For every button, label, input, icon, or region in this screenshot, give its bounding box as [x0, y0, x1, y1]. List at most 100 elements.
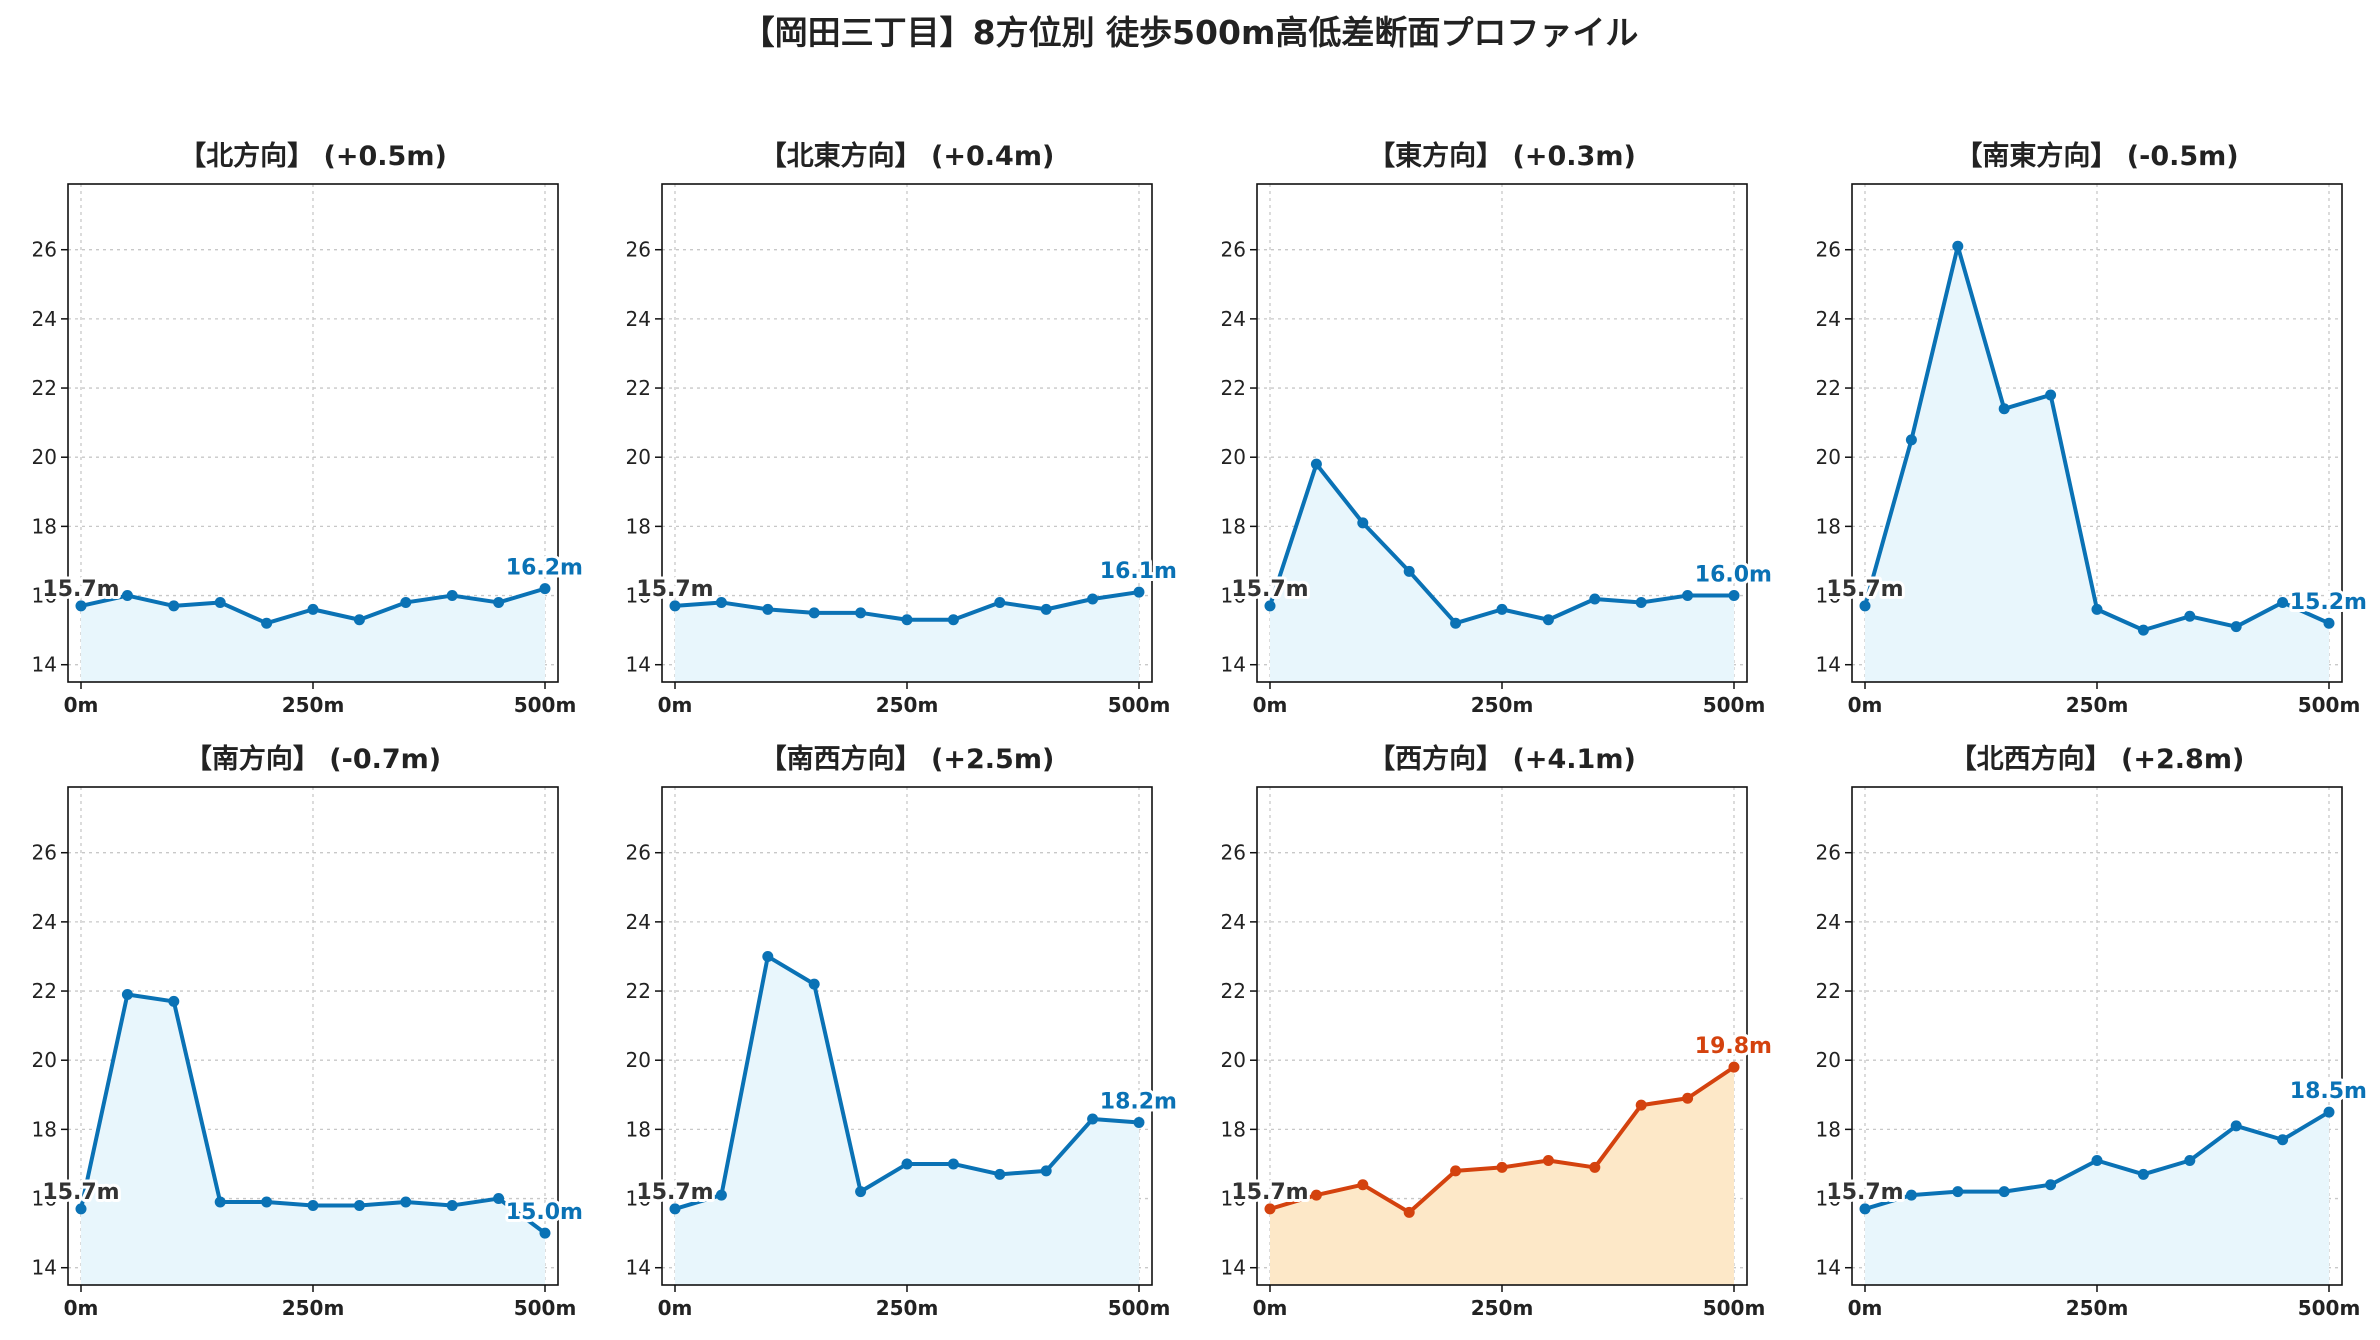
panel-4-title: 【南東方向】 (-0.5m) [1955, 140, 2238, 172]
panel-5-point-6 [353, 1199, 365, 1211]
panel-3: 【東方向】 (+0.3m) 14 16 18 20 22 24 26 0m 250m 500m 15.… [1221, 140, 1775, 717]
panel-8-title: 【北西方向】 (+2.8m) [1950, 743, 2245, 775]
panel-4-point-4 [2045, 389, 2057, 401]
panel-8-point-1 [1905, 1189, 1917, 1201]
panel-1-point-0 [75, 600, 87, 612]
panel-6-ytick-label: 20 [626, 1048, 651, 1072]
panel-1-point-3 [214, 596, 226, 608]
panel-7-ytick-label: 26 [1221, 841, 1246, 865]
panel-1-point-6 [353, 614, 365, 626]
panel-1-ytick-label: 22 [32, 376, 57, 400]
panel-4-ytick-label: 24 [1816, 307, 1841, 331]
panel-2-ytick-label: 26 [626, 238, 651, 262]
panel-3-point-0 [1264, 600, 1276, 612]
panel-7-xtick-label: 0m [1253, 1296, 1288, 1320]
panel-2-ytick-label: 24 [626, 307, 651, 331]
panel-1-start-label: 15.7m [42, 577, 119, 602]
panel-2-ytick-label: 16 [626, 584, 651, 608]
panel-7-point-1 [1310, 1189, 1322, 1201]
panel-3-point-3 [1403, 565, 1415, 577]
panel-7-point-10 [1728, 1061, 1740, 1073]
panel-4-start-label: 15.7m [1826, 577, 1903, 602]
panel-5: 【南方向】 (-0.7m) 14 16 18 20 22 24 26 0m 250m 500m 15.… [32, 743, 586, 1320]
panel-6-point-9 [1087, 1113, 1099, 1125]
panel-5-title: 【南方向】 (-0.7m) [185, 743, 441, 775]
panel-4-ytick-label: 22 [1816, 376, 1841, 400]
panel-3-ytick-label: 16 [1221, 584, 1246, 608]
panel-3-point-1 [1310, 458, 1322, 470]
panel-4-point-0 [1859, 600, 1871, 612]
panel-1-point-7 [400, 596, 412, 608]
panel-7-ytick-label: 22 [1221, 979, 1246, 1003]
panel-4-point-3 [1998, 403, 2010, 415]
panel-5-ytick-label: 14 [32, 1256, 57, 1280]
panel-5-xtick-label: 0m [64, 1296, 99, 1320]
panel-7: 【西方向】 (+4.1m) 14 16 18 20 22 24 26 0m 250m 500m 15.… [1221, 743, 1775, 1320]
panel-1-point-2 [168, 600, 180, 612]
panel-5-end-label: 15.0m [506, 1200, 583, 1225]
panel-7-ytick-label: 16 [1221, 1187, 1246, 1211]
panel-2-ytick-label: 18 [626, 514, 651, 538]
panel-5-point-5 [307, 1199, 319, 1211]
panel-7-ytick-label: 14 [1221, 1256, 1246, 1280]
panel-3-xtick-label: 250m [1471, 693, 1534, 717]
panel-4-ytick-label: 18 [1816, 514, 1841, 538]
panel-1-ytick-label: 18 [32, 514, 57, 538]
panel-8-ytick-label: 22 [1816, 979, 1841, 1003]
panel-5-ytick-label: 20 [32, 1048, 57, 1072]
panel-2-point-4 [855, 607, 867, 619]
panel-2-xtick-label: 500m [1108, 693, 1171, 717]
panel-2-point-6 [947, 614, 959, 626]
panel-2: 【北東方向】 (+0.4m) 14 16 18 20 22 24 26 0m 250m 500m 15… [626, 140, 1180, 717]
panel-4-point-10 [2323, 617, 2335, 629]
panel-5-point-2 [168, 995, 180, 1007]
panel-1-end-label: 16.2m [506, 556, 583, 581]
panel-6-title: 【南西方向】 (+2.5m) [760, 743, 1055, 775]
panel-6-ytick-label: 16 [626, 1187, 651, 1211]
panel-4-ytick-label: 14 [1816, 653, 1841, 677]
panel-1-point-9 [493, 596, 505, 608]
panel-2-ytick-label: 14 [626, 653, 651, 677]
panel-1-ytick-label: 14 [32, 653, 57, 677]
panel-7-end-label: 19.8m [1695, 1034, 1772, 1059]
panel-6-ytick-label: 14 [626, 1256, 651, 1280]
panel-3-point-2 [1357, 517, 1369, 529]
panel-8-point-4 [2045, 1179, 2057, 1191]
panel-3-end-label: 16.0m [1695, 563, 1772, 588]
panel-4-xtick-label: 500m [2298, 693, 2361, 717]
panel-8-ytick-label: 20 [1816, 1048, 1841, 1072]
panel-7-point-2 [1357, 1179, 1369, 1191]
panel-7-point-9 [1682, 1092, 1694, 1104]
panel-6-point-10 [1133, 1116, 1145, 1128]
panel-6-ytick-label: 22 [626, 979, 651, 1003]
panel-1-point-8 [446, 590, 458, 602]
panel-8-point-2 [1952, 1186, 1964, 1198]
panel-3-ytick-label: 22 [1221, 376, 1246, 400]
panel-3-point-10 [1728, 590, 1740, 602]
panel-6-point-8 [1040, 1165, 1052, 1177]
panel-3-point-9 [1682, 590, 1694, 602]
panel-1-xtick-label: 0m [64, 693, 99, 717]
panel-6-ytick-label: 24 [626, 910, 651, 934]
panel-3-start-label: 15.7m [1231, 577, 1308, 602]
panel-5-point-10 [539, 1227, 551, 1239]
panel-4-point-8 [2230, 621, 2242, 633]
panel-8-point-0 [1859, 1203, 1871, 1215]
panel-7-xtick-label: 500m [1703, 1296, 1766, 1320]
panel-2-end-label: 16.1m [1100, 559, 1177, 584]
panel-5-point-1 [121, 989, 133, 1000]
panel-3-ytick-label: 26 [1221, 238, 1246, 262]
panel-1-point-4 [261, 617, 273, 629]
panel-4-ytick-label: 20 [1816, 445, 1841, 469]
panel-1-point-1 [121, 590, 133, 602]
panel-3-point-6 [1542, 614, 1554, 626]
panel-2-ytick-label: 22 [626, 376, 651, 400]
panel-8-ytick-label: 24 [1816, 910, 1841, 934]
panel-3-ytick-label: 14 [1221, 653, 1246, 677]
panel-5-ytick-label: 22 [32, 979, 57, 1003]
panel-7-ytick-label: 18 [1221, 1117, 1246, 1141]
panel-8-point-5 [2091, 1155, 2103, 1166]
panel-7-point-4 [1450, 1165, 1462, 1177]
panel-6-area [675, 956, 1139, 1285]
panel-1-ytick-label: 16 [32, 584, 57, 608]
